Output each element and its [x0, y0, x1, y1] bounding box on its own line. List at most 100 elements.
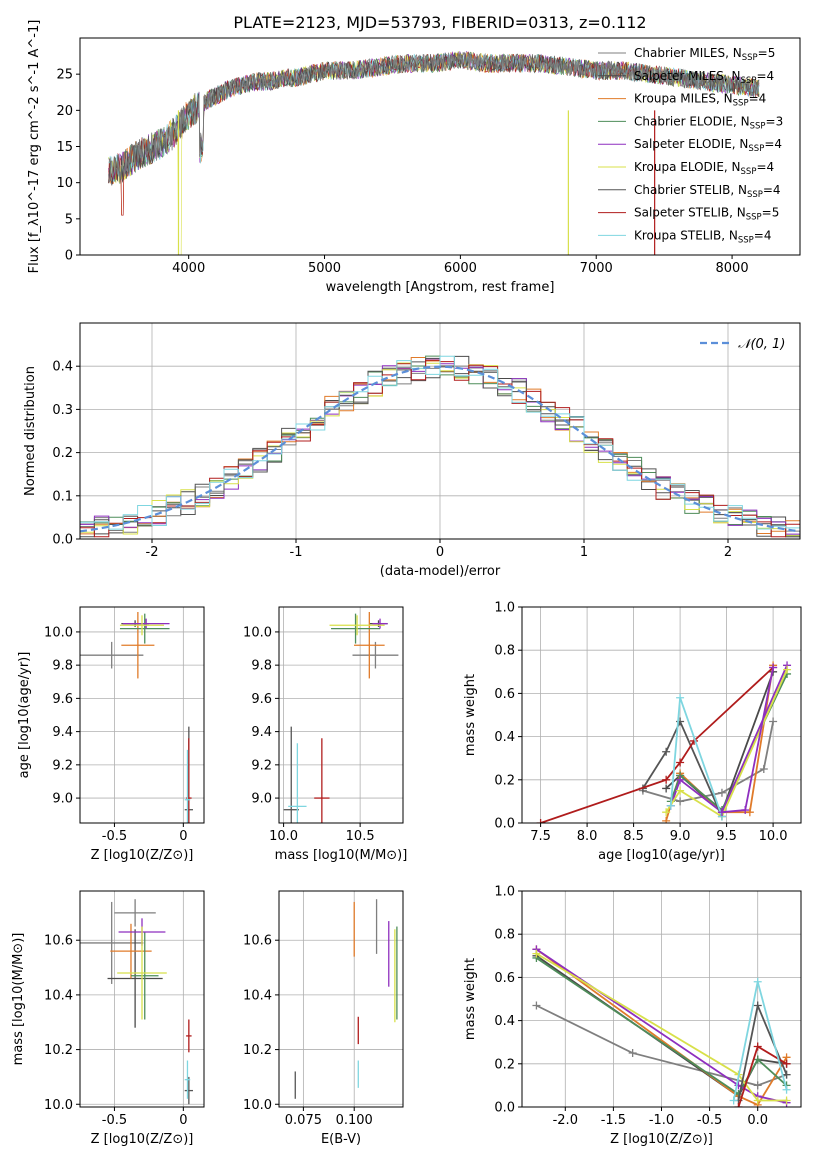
x-tick-label: 0.100	[336, 1113, 373, 1128]
legend-entry: Chabrier ELODIE, NSSP=3	[634, 114, 783, 131]
series-marker	[662, 775, 671, 784]
series-line	[540, 666, 774, 823]
axes-frame	[79, 322, 801, 540]
error-bar	[331, 613, 381, 644]
series-marker	[741, 806, 750, 815]
legend: 𝒩(0, 1)	[700, 337, 785, 352]
x-tick-label: 10.0	[759, 829, 788, 844]
y-tick-label: 25	[56, 68, 73, 83]
spectrum-line	[108, 51, 760, 183]
error-bar	[80, 641, 144, 669]
x-tick-label: 8.0	[577, 829, 598, 844]
y-tick-label: 0.2	[52, 446, 73, 461]
x-tick-label: -0.5	[697, 1113, 722, 1128]
y-tick-label: 9.4	[52, 725, 73, 740]
y-tick-label: 0.0	[494, 1101, 515, 1116]
series-marker	[662, 816, 671, 823]
axes-frame	[278, 890, 404, 1108]
series-marker	[769, 663, 778, 672]
axes-frame	[521, 606, 802, 824]
y-tick-label: 0.4	[494, 730, 515, 745]
y-tick-label: 10.4	[44, 988, 73, 1003]
y-tick-label: 10.2	[44, 1043, 73, 1058]
y-tick-label: 0.6	[494, 687, 515, 702]
series-marker	[753, 1096, 762, 1105]
y-tick-label: 10.0	[243, 625, 272, 640]
axes-frame	[79, 890, 205, 1108]
axes-mass-weight-vs-z: -2.0 -1.5 -1.0 -0.5 0.0 0.0 0.2 0.4 0.6 0.8 1.0 Z […	[463, 885, 802, 1147]
y-tick-label: 9.2	[52, 758, 73, 773]
error-bar	[372, 618, 388, 629]
y-tick-label: 9.6	[52, 692, 73, 707]
plot-area	[80, 355, 800, 538]
axes-frame	[79, 606, 205, 824]
x-tick-label: 8.5	[623, 829, 644, 844]
series-marker	[666, 801, 675, 810]
series-line	[535, 952, 787, 1102]
axes-age-vs-mass: 10.0 10.5 9.0 9.2 9.4 9.6 9.8 10.0 mass [log10(M…	[243, 606, 408, 863]
legend-entry: Salpeter STELIB, NSSP=5	[634, 206, 779, 223]
series-marker	[782, 1059, 791, 1068]
y-tick-label: 10.6	[44, 934, 73, 949]
plot-area	[108, 50, 760, 255]
axes-mass-vs-ebv: 0.075 0.100 10.0 10.2 10.4 10.6 E(B-V)	[243, 890, 404, 1147]
series-marker	[729, 1096, 738, 1105]
x-axis-label: Z [log10(Z/Z⊙)]	[91, 848, 194, 863]
x-tick-label: -1.5	[601, 1113, 626, 1128]
y-tick-label: 0.0	[494, 817, 515, 832]
legend-entry: Salpeter MILES, NSSP=4	[634, 69, 774, 86]
error-bar	[283, 726, 299, 823]
series-marker	[676, 758, 685, 767]
series-marker	[532, 949, 541, 958]
error-bar	[184, 749, 191, 823]
legend-entry: Kroupa MILES, NSSP=4	[634, 92, 766, 109]
error-bar	[288, 743, 307, 823]
spectrum-line	[108, 51, 760, 216]
series-marker	[662, 747, 671, 756]
y-tick-label: 0	[65, 249, 73, 264]
y-tick-label: 0.8	[494, 644, 515, 659]
error-bar	[130, 932, 159, 1020]
x-tick-label: 5000	[308, 261, 341, 276]
x-tick-label: -1.0	[649, 1113, 674, 1128]
x-tick-label: 2	[724, 545, 732, 560]
plot-area	[532, 945, 791, 1107]
y-tick-label: 9.0	[52, 792, 73, 807]
y-axis-label: mass weight	[463, 674, 478, 756]
error-bar	[122, 618, 170, 629]
y-tick-label: 10.6	[243, 934, 272, 949]
x-tick-label: -1	[290, 545, 303, 560]
y-tick-label: 10.0	[44, 625, 73, 640]
x-axis-label: mass [log10(M/M⊙)]	[275, 848, 408, 863]
series-marker	[759, 765, 768, 773]
x-tick-label: 10.5	[346, 829, 375, 844]
x-tick-label: 8000	[716, 261, 749, 276]
legend-entry: Chabrier MILES, NSSP=5	[634, 46, 775, 63]
y-tick-label: 9.2	[251, 758, 272, 773]
x-axis-label: Z [log10(Z/Z⊙)]	[91, 1132, 194, 1147]
y-tick-label: 0.1	[52, 489, 73, 504]
y-tick-label: 0.4	[494, 1014, 515, 1029]
legend-entry: Salpeter ELODIE, NSSP=4	[634, 137, 782, 154]
axes-spectrum: 4000 5000 6000 7000 8000 0 5 10 15 20 25 wavelength…	[27, 20, 801, 295]
y-tick-label: 0.0	[52, 533, 73, 548]
series-marker	[782, 1085, 791, 1094]
series-marker	[662, 808, 671, 817]
series-line	[535, 948, 788, 1106]
x-tick-label: 1	[580, 545, 588, 560]
series-marker	[783, 665, 792, 674]
x-tick-label: -0.5	[102, 829, 127, 844]
y-tick-label: 10.4	[243, 988, 272, 1003]
series-marker	[676, 797, 685, 806]
x-tick-label: -2.0	[553, 1113, 578, 1128]
series-marker	[753, 1042, 762, 1051]
x-tick-label: -2	[146, 545, 159, 560]
series-marker	[536, 819, 545, 823]
y-axis-label: Flux [f_λ10^-17 erg cm^-2 s^-1 A^-1]	[27, 20, 42, 274]
y-tick-label: 9.6	[251, 692, 272, 707]
y-axis-label: age [log10(age/yr)]	[17, 652, 32, 779]
y-tick-label: 0.3	[52, 403, 73, 418]
series-marker	[753, 977, 762, 986]
gaussian-curve	[80, 365, 800, 533]
